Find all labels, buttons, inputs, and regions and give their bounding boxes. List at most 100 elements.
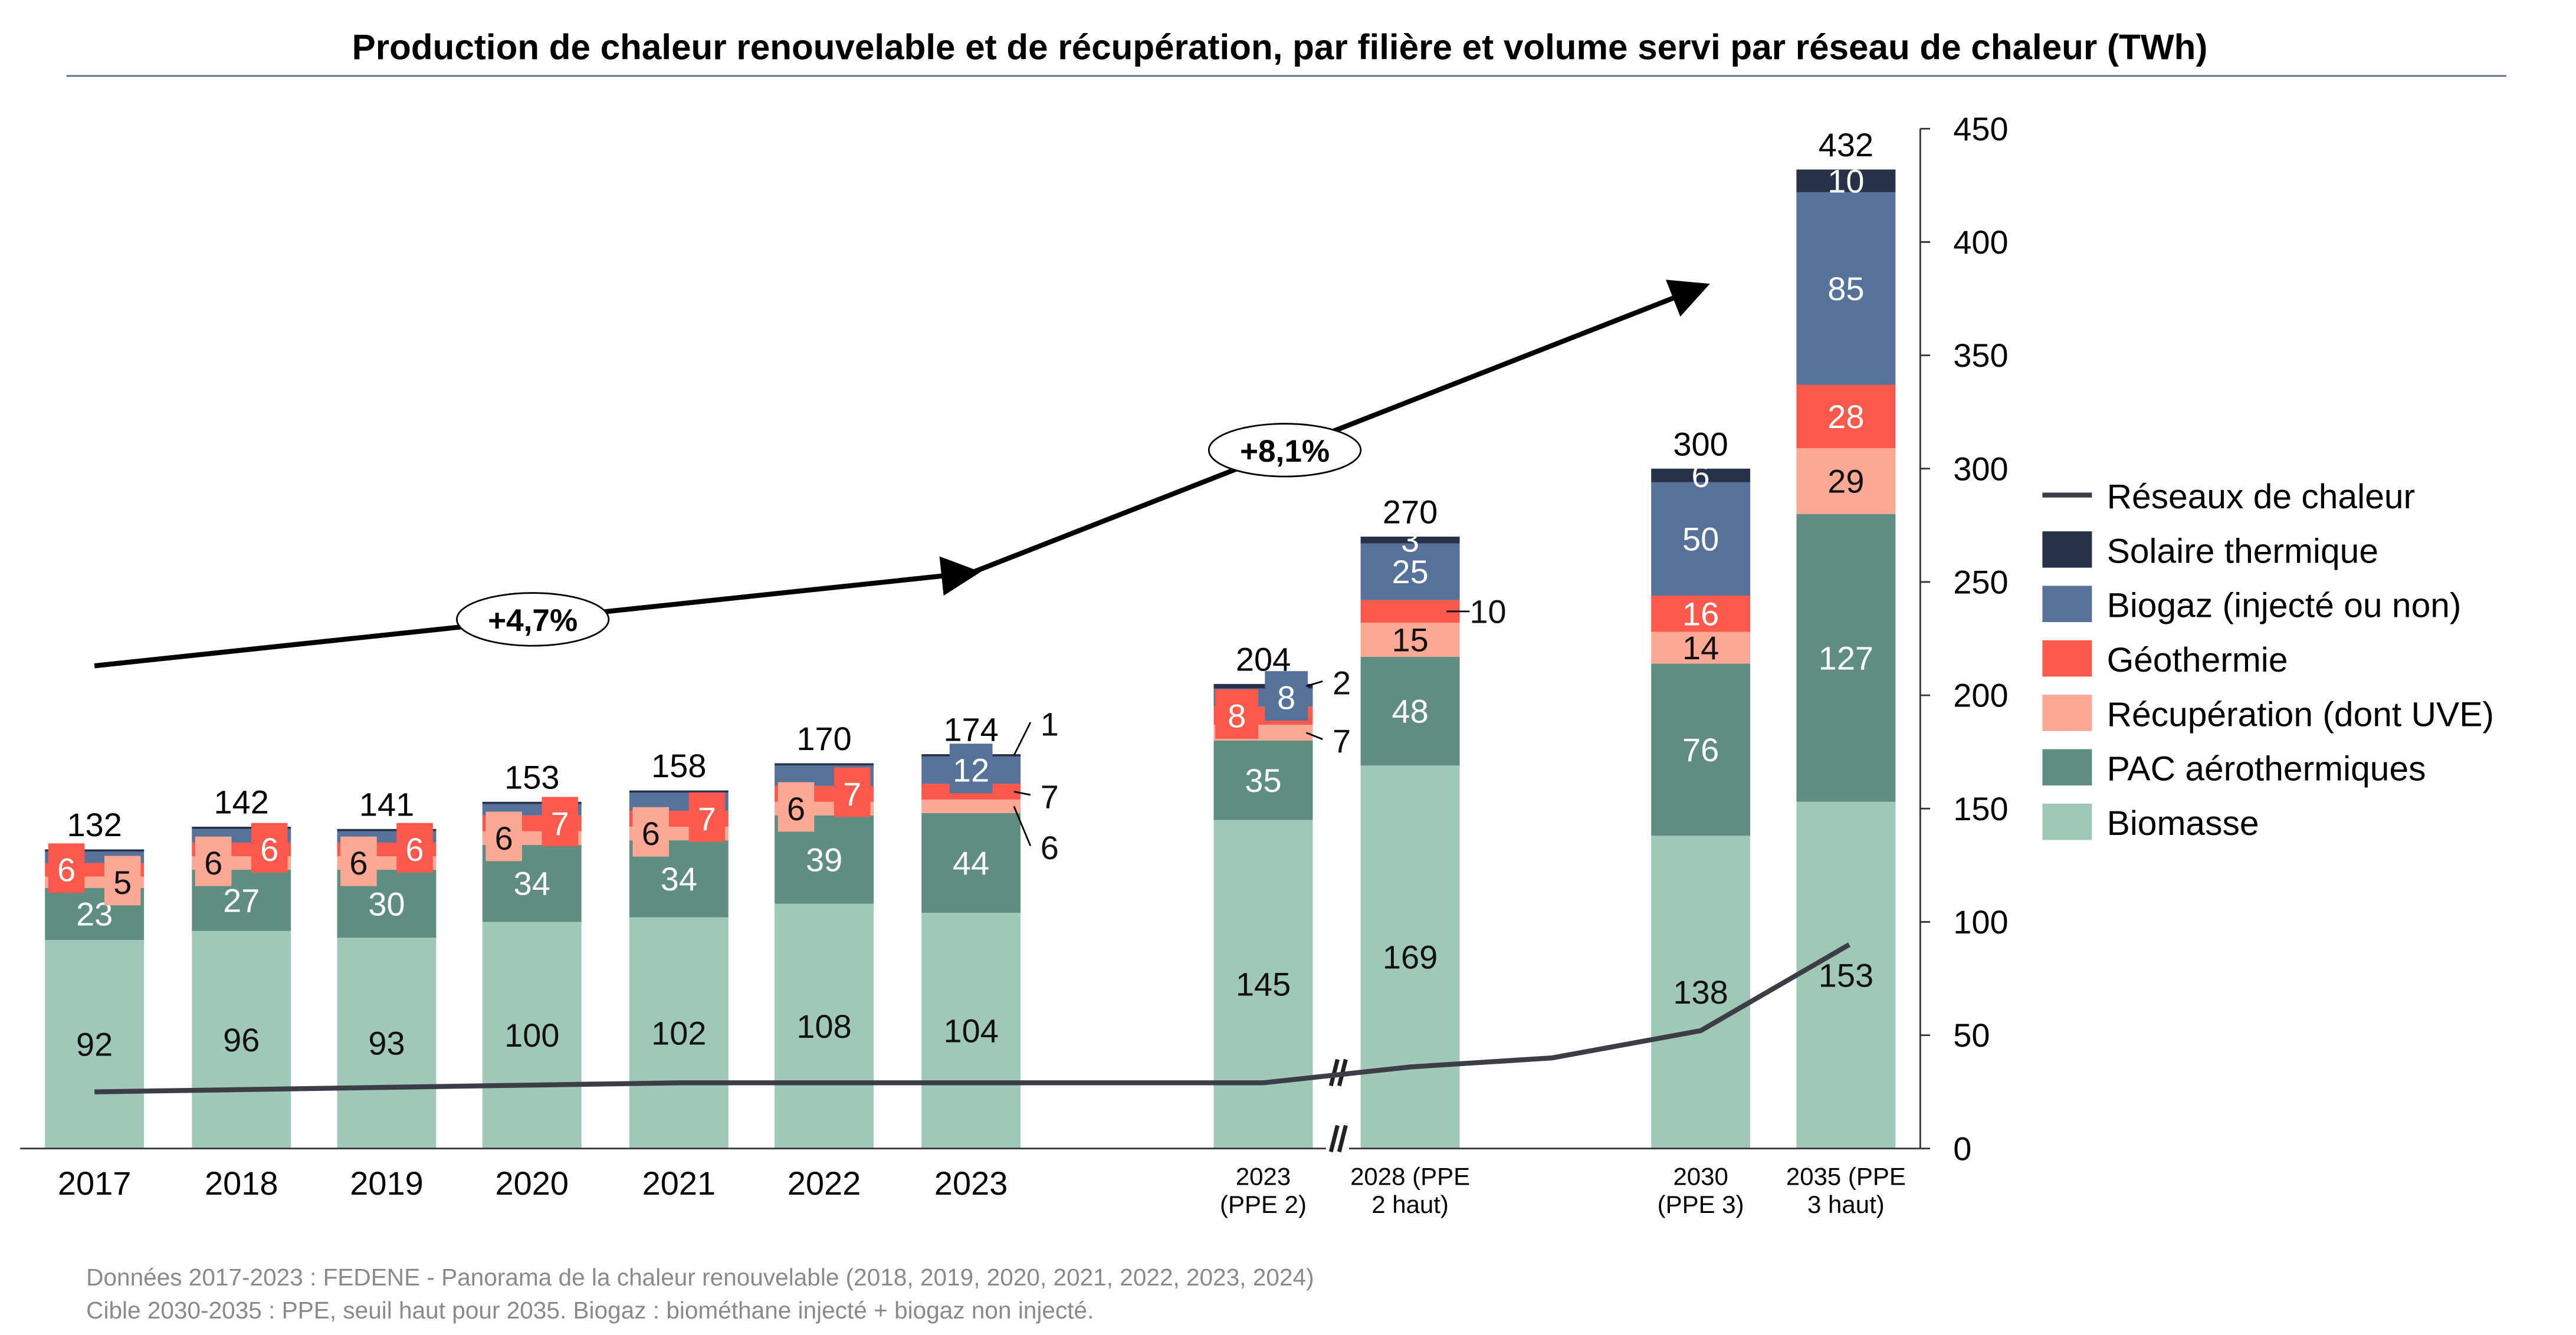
data-label: 30 xyxy=(368,885,405,922)
data-label-box xyxy=(48,843,85,893)
x-tick-label: 2030 xyxy=(1673,1162,1728,1190)
footer-line-1: Données 2017-2023 : FEDENE - Panorama de… xyxy=(86,1264,1314,1291)
legend-swatch xyxy=(2042,531,2092,568)
bar-segment-biomasse xyxy=(1360,765,1460,1149)
data-label: 15 xyxy=(1392,622,1428,659)
data-label: 25 xyxy=(1392,553,1428,590)
data-label: 6 xyxy=(57,851,76,889)
data-label: 169 xyxy=(1383,939,1438,976)
bar-segment-solaire-thermique xyxy=(482,801,582,804)
legend-swatch xyxy=(2042,640,2092,677)
bar-segment-r-cup-ration-dont-uve- xyxy=(1360,623,1460,657)
y-tick-label: 250 xyxy=(1953,564,2008,601)
x-tick-label: 2023 xyxy=(1236,1162,1291,1190)
data-label: 102 xyxy=(651,1014,706,1051)
data-label-box xyxy=(1215,689,1259,739)
legend-label: PAC aérothermiques xyxy=(2107,750,2426,788)
bar-segment-g-othermie xyxy=(1651,596,1751,632)
legend-swatch xyxy=(2042,749,2092,786)
bar-segment-biomasse xyxy=(482,922,582,1149)
axis-break-mark xyxy=(1328,1058,1340,1087)
total-label: 204 xyxy=(1236,641,1291,678)
bar-segment-biomasse xyxy=(775,903,874,1149)
data-label-box xyxy=(396,823,433,873)
bar-segment-biogaz-inject-ou-non- xyxy=(1651,482,1751,596)
total-label: 158 xyxy=(651,747,706,784)
network-line xyxy=(94,942,1851,1094)
total-label: 141 xyxy=(359,785,414,823)
data-label: 12 xyxy=(953,752,989,789)
legend-swatch xyxy=(2042,803,2092,840)
data-label: 48 xyxy=(1392,693,1428,730)
total-label: 132 xyxy=(67,806,122,843)
data-label-box xyxy=(251,823,288,873)
label-leader-line xyxy=(1013,805,1032,847)
total-label: 170 xyxy=(796,720,851,757)
legend-label: Récupération (dont UVE) xyxy=(2107,695,2494,734)
bar-segment-biomasse xyxy=(1213,820,1313,1149)
x-axis-labels: 2017 2018 2019 2020 2021 2022 2023 2023(PPE 2)2… xyxy=(58,1162,1906,1218)
x-tick-label: 2017 xyxy=(58,1165,132,1202)
y-tick-label: 300 xyxy=(1953,450,2008,487)
data-label-box xyxy=(195,836,232,886)
network-line-group xyxy=(94,942,1851,1094)
y-tick-label: 400 xyxy=(1953,223,2008,261)
axis-break-mark xyxy=(1337,1124,1348,1153)
growth-label: +8,1% xyxy=(1240,434,1330,469)
bar-segment-pac-a-rothermiques xyxy=(1360,656,1460,766)
data-label: 8 xyxy=(1228,697,1246,734)
bar-segment-solaire-thermique xyxy=(192,827,291,829)
data-label: 28 xyxy=(1827,398,1864,435)
bar-segment-pac-a-rothermiques xyxy=(1796,514,1896,802)
bar-segment-r-cup-ration-dont-uve- xyxy=(921,799,1021,813)
bar-segment-g-othermie xyxy=(1796,384,1896,449)
data-label: 50 xyxy=(1682,521,1719,558)
bar-segment-solaire-thermique xyxy=(1651,468,1751,482)
bar-segment-solaire-thermique xyxy=(1360,537,1460,544)
data-label-box xyxy=(104,856,141,906)
bar-segment-biomasse xyxy=(1796,801,1896,1149)
data-label: 104 xyxy=(943,1012,998,1050)
data-label-box xyxy=(949,744,993,794)
bar-segment-r-cup-ration-dont-uve- xyxy=(1796,448,1896,514)
legend-label: Biomasse xyxy=(2107,804,2259,843)
data-label: 6 xyxy=(1692,457,1710,494)
data-label: 34 xyxy=(661,860,697,897)
bar-segment-biomasse xyxy=(629,917,729,1149)
axis-break-mark xyxy=(1328,1124,1340,1153)
x-tick-label: 2020 xyxy=(495,1165,569,1202)
data-label: 76 xyxy=(1682,731,1719,768)
y-tick-label: 200 xyxy=(1953,677,2008,714)
data-label: 27 xyxy=(223,882,260,919)
footer-line-2: Cible 2030-2035 : PPE, seuil haut pour 2… xyxy=(86,1297,1094,1324)
data-label: 6 xyxy=(495,820,513,857)
data-label: 2 xyxy=(1333,665,1351,702)
total-label: 153 xyxy=(504,758,559,795)
legend-swatch xyxy=(2042,695,2092,731)
data-label-box xyxy=(833,767,871,817)
data-label: 7 xyxy=(843,775,861,813)
data-label: 6 xyxy=(406,831,424,868)
data-label: 7 xyxy=(551,805,569,842)
bar-segment-solaire-thermique xyxy=(775,763,874,766)
bar-segment-solaire-thermique xyxy=(45,849,145,852)
label-leader-line xyxy=(1013,791,1031,796)
data-label: 35 xyxy=(1245,762,1281,799)
y-tick-label: 100 xyxy=(1953,903,2008,941)
chart-title: Production de chaleur renouvelable et de… xyxy=(352,28,2208,67)
x-tick-label: 2 haut) xyxy=(1371,1191,1449,1218)
data-label: 127 xyxy=(1819,639,1873,676)
growth-badge xyxy=(1207,423,1362,478)
x-tick-label: 2018 xyxy=(205,1165,278,1202)
data-label: 6 xyxy=(204,844,222,882)
data-label: 92 xyxy=(76,1026,113,1063)
bar-segment-pac-a-rothermiques xyxy=(1213,740,1313,820)
legend-label: Solaire thermique xyxy=(2107,532,2378,570)
total-label: 174 xyxy=(943,711,998,748)
data-label: 10 xyxy=(1827,162,1864,199)
x-tick-label: (PPE 2) xyxy=(1220,1191,1307,1218)
data-label-box xyxy=(777,782,815,832)
bar-segment-biogaz-inject-ou-non- xyxy=(1796,192,1896,385)
x-tick-label: 2023 xyxy=(934,1165,1008,1202)
growth-annotations: +4,7% +8,1% xyxy=(94,280,1710,669)
